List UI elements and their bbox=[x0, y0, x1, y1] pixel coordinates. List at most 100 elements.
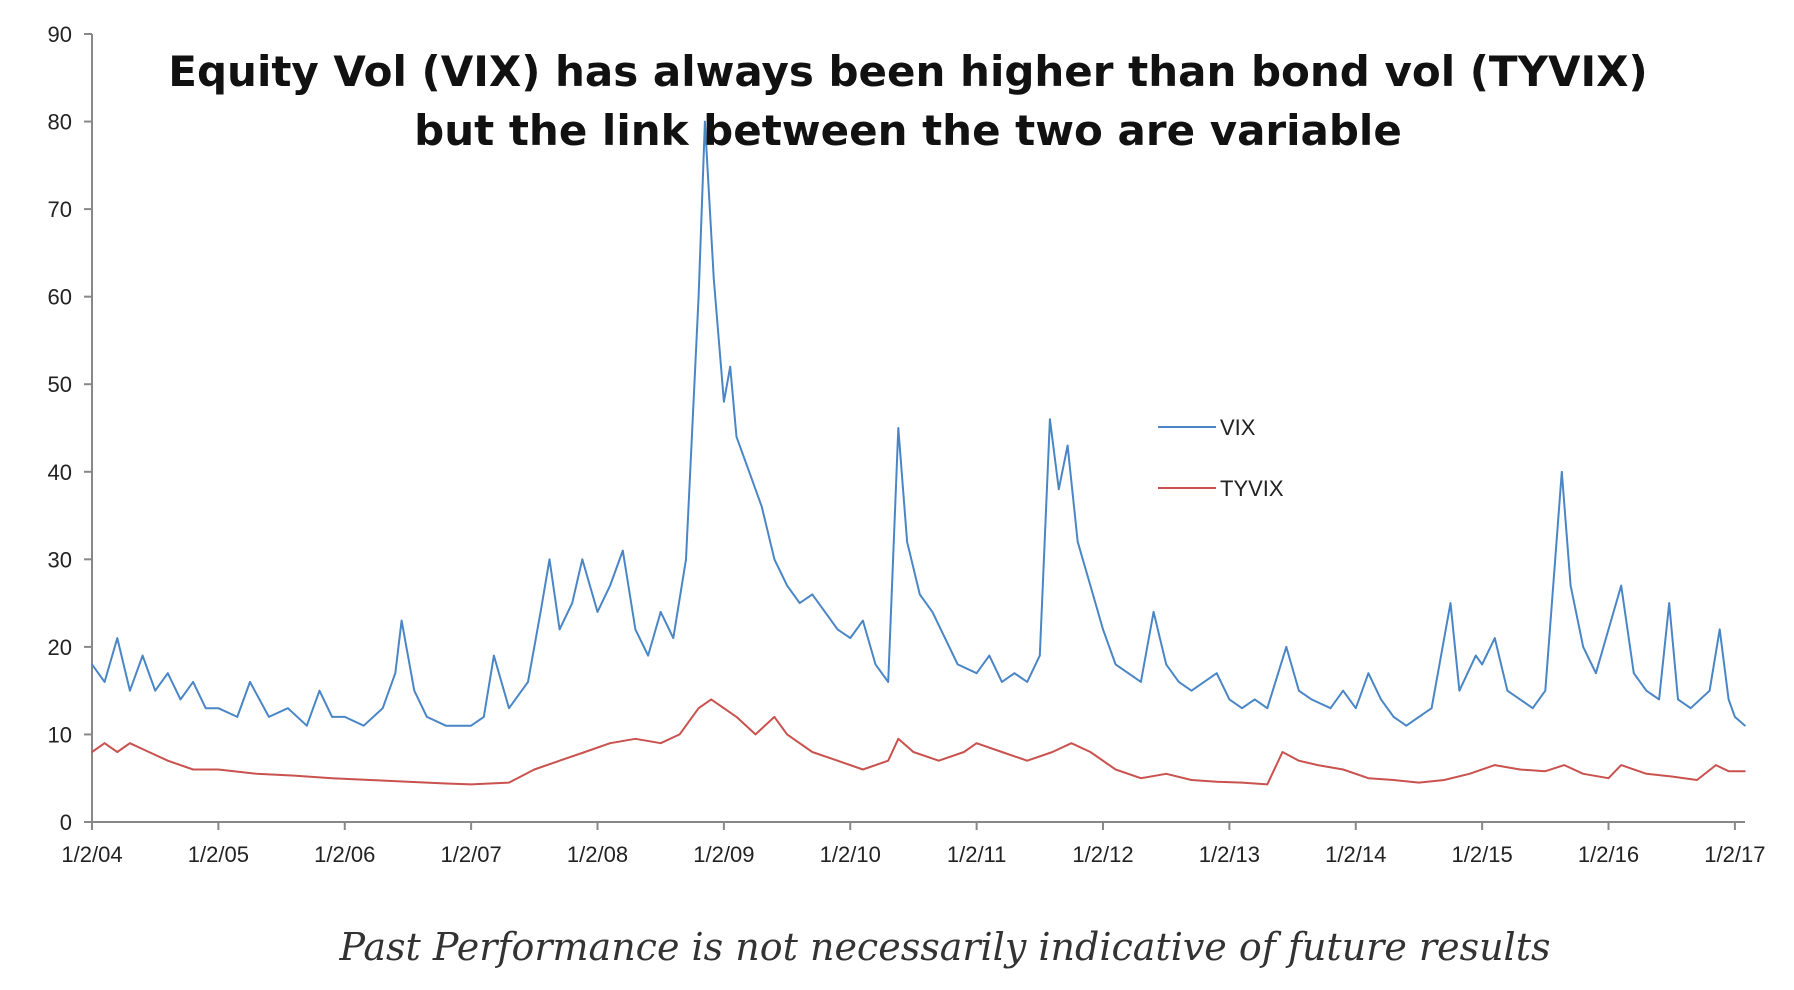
data-point-vix bbox=[1449, 602, 1452, 604]
y-tick-label: 40 bbox=[48, 460, 72, 485]
data-point-vix bbox=[571, 602, 573, 604]
data-point-vix bbox=[1215, 672, 1218, 674]
data-point-tyvix bbox=[129, 742, 131, 744]
data-point-vix bbox=[400, 619, 403, 622]
data-point-vix bbox=[798, 602, 801, 604]
data-point-vix bbox=[1203, 681, 1205, 683]
data-point-tyvix bbox=[533, 768, 536, 771]
data-point-vix bbox=[634, 628, 637, 631]
data-point-vix bbox=[697, 295, 700, 298]
data-point-tyvix bbox=[1696, 779, 1698, 781]
data-point-tyvix bbox=[192, 768, 194, 771]
data-point-vix bbox=[192, 681, 194, 683]
data-point-tyvix bbox=[1241, 781, 1243, 784]
data-point-vix bbox=[1228, 698, 1231, 701]
data-point-tyvix bbox=[1051, 751, 1054, 753]
data-point-vix bbox=[394, 672, 397, 674]
data-point-tyvix bbox=[1620, 764, 1622, 766]
data-point-tyvix bbox=[1215, 780, 1218, 783]
data-point-tyvix bbox=[1165, 773, 1167, 775]
y-tick-label: 0 bbox=[60, 810, 72, 835]
data-point-vix bbox=[413, 689, 416, 692]
data-point-vix bbox=[1298, 689, 1300, 692]
data-point-tyvix bbox=[678, 733, 681, 736]
data-point-vix bbox=[1114, 663, 1117, 666]
y-tick-group: 0 10 20 30 40 50 60 70 80 90 bbox=[48, 22, 92, 835]
data-point-tyvix bbox=[1563, 764, 1566, 766]
data-point-vix bbox=[906, 541, 908, 543]
data-point-tyvix bbox=[1026, 759, 1028, 762]
data-point-vix bbox=[548, 558, 551, 561]
data-point-tyvix bbox=[1367, 777, 1370, 779]
data-point-vix bbox=[1190, 689, 1193, 692]
data-point-vix bbox=[609, 584, 611, 587]
data-point-vix bbox=[1475, 654, 1477, 657]
data-point-vix bbox=[539, 611, 542, 613]
data-point-vix bbox=[1039, 654, 1041, 657]
data-point-vix bbox=[483, 716, 485, 718]
x-tick-group: 1/2/04 1/2/05 1/2/06 1/2/07 1/2/08 1/2/09 1/2/… bbox=[61, 822, 1765, 867]
data-point-tyvix bbox=[293, 774, 296, 777]
series-line-tyvix bbox=[91, 698, 1745, 786]
footnote-disclaimer: Past Performance is not necessarily indi… bbox=[339, 925, 1551, 969]
x-tick-label: 1/2/15 bbox=[1452, 842, 1513, 867]
data-point-tyvix bbox=[710, 698, 712, 701]
data-point-tyvix bbox=[369, 779, 371, 781]
data-point-vix bbox=[849, 637, 852, 639]
data-point-tyvix bbox=[735, 716, 738, 718]
y-tick-label: 20 bbox=[48, 635, 72, 660]
data-point-vix bbox=[1633, 672, 1635, 674]
data-point-vix bbox=[729, 365, 731, 368]
data-point-tyvix bbox=[558, 759, 561, 762]
data-point-vix bbox=[527, 681, 529, 683]
data-point-vix bbox=[362, 724, 365, 727]
data-point-vix bbox=[268, 716, 270, 718]
series-group bbox=[91, 120, 1746, 786]
data-point-vix bbox=[91, 663, 93, 666]
data-point-vix bbox=[685, 558, 687, 561]
series-vix bbox=[91, 120, 1746, 727]
data-point-vix bbox=[470, 724, 472, 727]
data-point-vix bbox=[1241, 707, 1243, 709]
data-point-tyvix bbox=[975, 742, 978, 744]
y-tick-label: 30 bbox=[48, 547, 72, 572]
data-point-tyvix bbox=[1582, 773, 1584, 775]
data-point-tyvix bbox=[634, 738, 637, 740]
data-point-vix bbox=[1544, 689, 1547, 692]
data-point-tyvix bbox=[1001, 751, 1003, 753]
y-tick-label: 10 bbox=[48, 722, 72, 747]
data-point-vix bbox=[1058, 488, 1060, 491]
data-point-vix bbox=[1718, 628, 1721, 631]
data-point-tyvix bbox=[723, 707, 725, 709]
data-point-vix bbox=[116, 637, 119, 639]
data-point-vix bbox=[179, 698, 182, 701]
data-point-tyvix bbox=[331, 777, 333, 779]
data-point-vix bbox=[887, 681, 889, 683]
data-point-vix bbox=[1405, 724, 1408, 727]
legend-label-tyvix: TYVIX bbox=[1220, 476, 1284, 501]
data-point-vix bbox=[1677, 698, 1679, 701]
data-point-vix bbox=[1561, 471, 1563, 473]
data-point-tyvix bbox=[1494, 764, 1496, 766]
data-point-vix bbox=[1001, 681, 1003, 683]
chart-axes bbox=[91, 34, 1745, 823]
data-point-vix bbox=[1178, 681, 1180, 683]
data-point-vix bbox=[1645, 689, 1648, 692]
data-point-vix bbox=[931, 611, 934, 613]
data-point-vix bbox=[1380, 698, 1382, 701]
data-point-vix bbox=[622, 549, 624, 552]
data-point-vix bbox=[1310, 698, 1313, 701]
y-tick-label: 90 bbox=[48, 22, 72, 47]
data-point-tyvix bbox=[1744, 770, 1746, 772]
x-tick-label: 1/2/11 bbox=[947, 842, 1007, 867]
data-point-vix bbox=[1066, 444, 1069, 447]
data-point-vix bbox=[1140, 681, 1142, 683]
data-point-vix bbox=[862, 619, 864, 622]
data-point-vix bbox=[581, 558, 584, 561]
data-point-tyvix bbox=[1727, 770, 1730, 772]
data-point-vix bbox=[1458, 689, 1461, 692]
data-point-vix bbox=[691, 427, 694, 429]
data-point-tyvix bbox=[445, 782, 447, 785]
data-point-tyvix bbox=[1266, 783, 1269, 786]
